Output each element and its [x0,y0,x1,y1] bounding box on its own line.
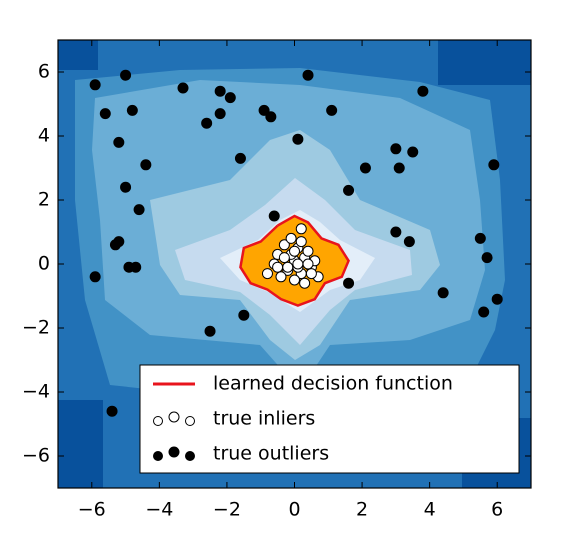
point [474,232,486,244]
legend-marker [153,451,163,461]
point [302,245,314,257]
point [491,293,503,305]
point [89,79,101,91]
legend-marker [168,446,180,458]
legend-box [139,364,520,474]
point [343,184,355,196]
point [201,117,213,129]
point [326,104,338,116]
x-tick-label: −2 [213,499,241,521]
point [403,236,415,248]
point [292,258,304,270]
point [265,111,277,123]
point [113,136,125,148]
point [140,159,152,171]
legend-marker [185,416,195,426]
x-tick-label: −4 [145,499,173,521]
y-tick-label: 4 [38,125,50,147]
point [390,143,402,155]
point [407,146,419,158]
point [89,271,101,283]
point [295,223,307,235]
y-tick-label: −4 [22,381,50,403]
point [278,239,290,251]
y-tick-label: −6 [22,445,50,467]
point [343,277,355,289]
point [177,82,189,94]
point [393,162,405,174]
point [268,210,280,222]
legend-label: true outliers [213,443,329,465]
point [292,133,304,145]
x-tick-label: 6 [491,499,503,521]
point [437,287,449,299]
point [305,268,317,280]
y-tick-label: −2 [22,317,50,339]
point [488,159,500,171]
bg-level [58,400,103,488]
point [289,274,300,286]
point [302,69,314,81]
point [120,69,132,81]
point [289,245,300,257]
point [285,232,297,244]
point [130,261,142,273]
y-tick-label: 2 [38,189,50,211]
point [275,271,287,283]
x-tick-label: −6 [78,499,106,521]
point [204,325,216,337]
y-tick-label: 6 [38,61,50,83]
point [113,236,125,248]
point [214,85,226,97]
point [126,104,138,116]
point [302,258,314,270]
legend-marker [153,416,163,426]
x-tick-label: 2 [356,499,368,521]
point [99,108,111,120]
legend-label: learned decision function [213,373,453,395]
point [120,181,132,193]
point [359,162,371,174]
point [272,261,284,273]
point [417,85,429,97]
point [282,261,294,273]
y-tick-label: 0 [38,253,50,275]
point [234,152,246,164]
point [295,236,307,248]
point [390,226,402,238]
point [299,277,311,289]
point [481,252,493,264]
x-tick-label: 4 [424,499,436,521]
legend: learned decision function true inliers tru… [139,364,520,474]
legend-marker [168,411,180,423]
plot-layer [89,69,503,417]
legend-label: true inliers [213,408,315,430]
point [214,108,226,120]
point [258,104,270,116]
point [133,204,145,216]
x-tick-label: 0 [288,499,300,521]
point [224,92,236,104]
point [261,268,273,280]
point [478,306,490,318]
point [106,405,118,417]
legend-marker [185,451,195,461]
bg-level [438,40,531,85]
point [238,309,250,321]
point [278,252,290,264]
